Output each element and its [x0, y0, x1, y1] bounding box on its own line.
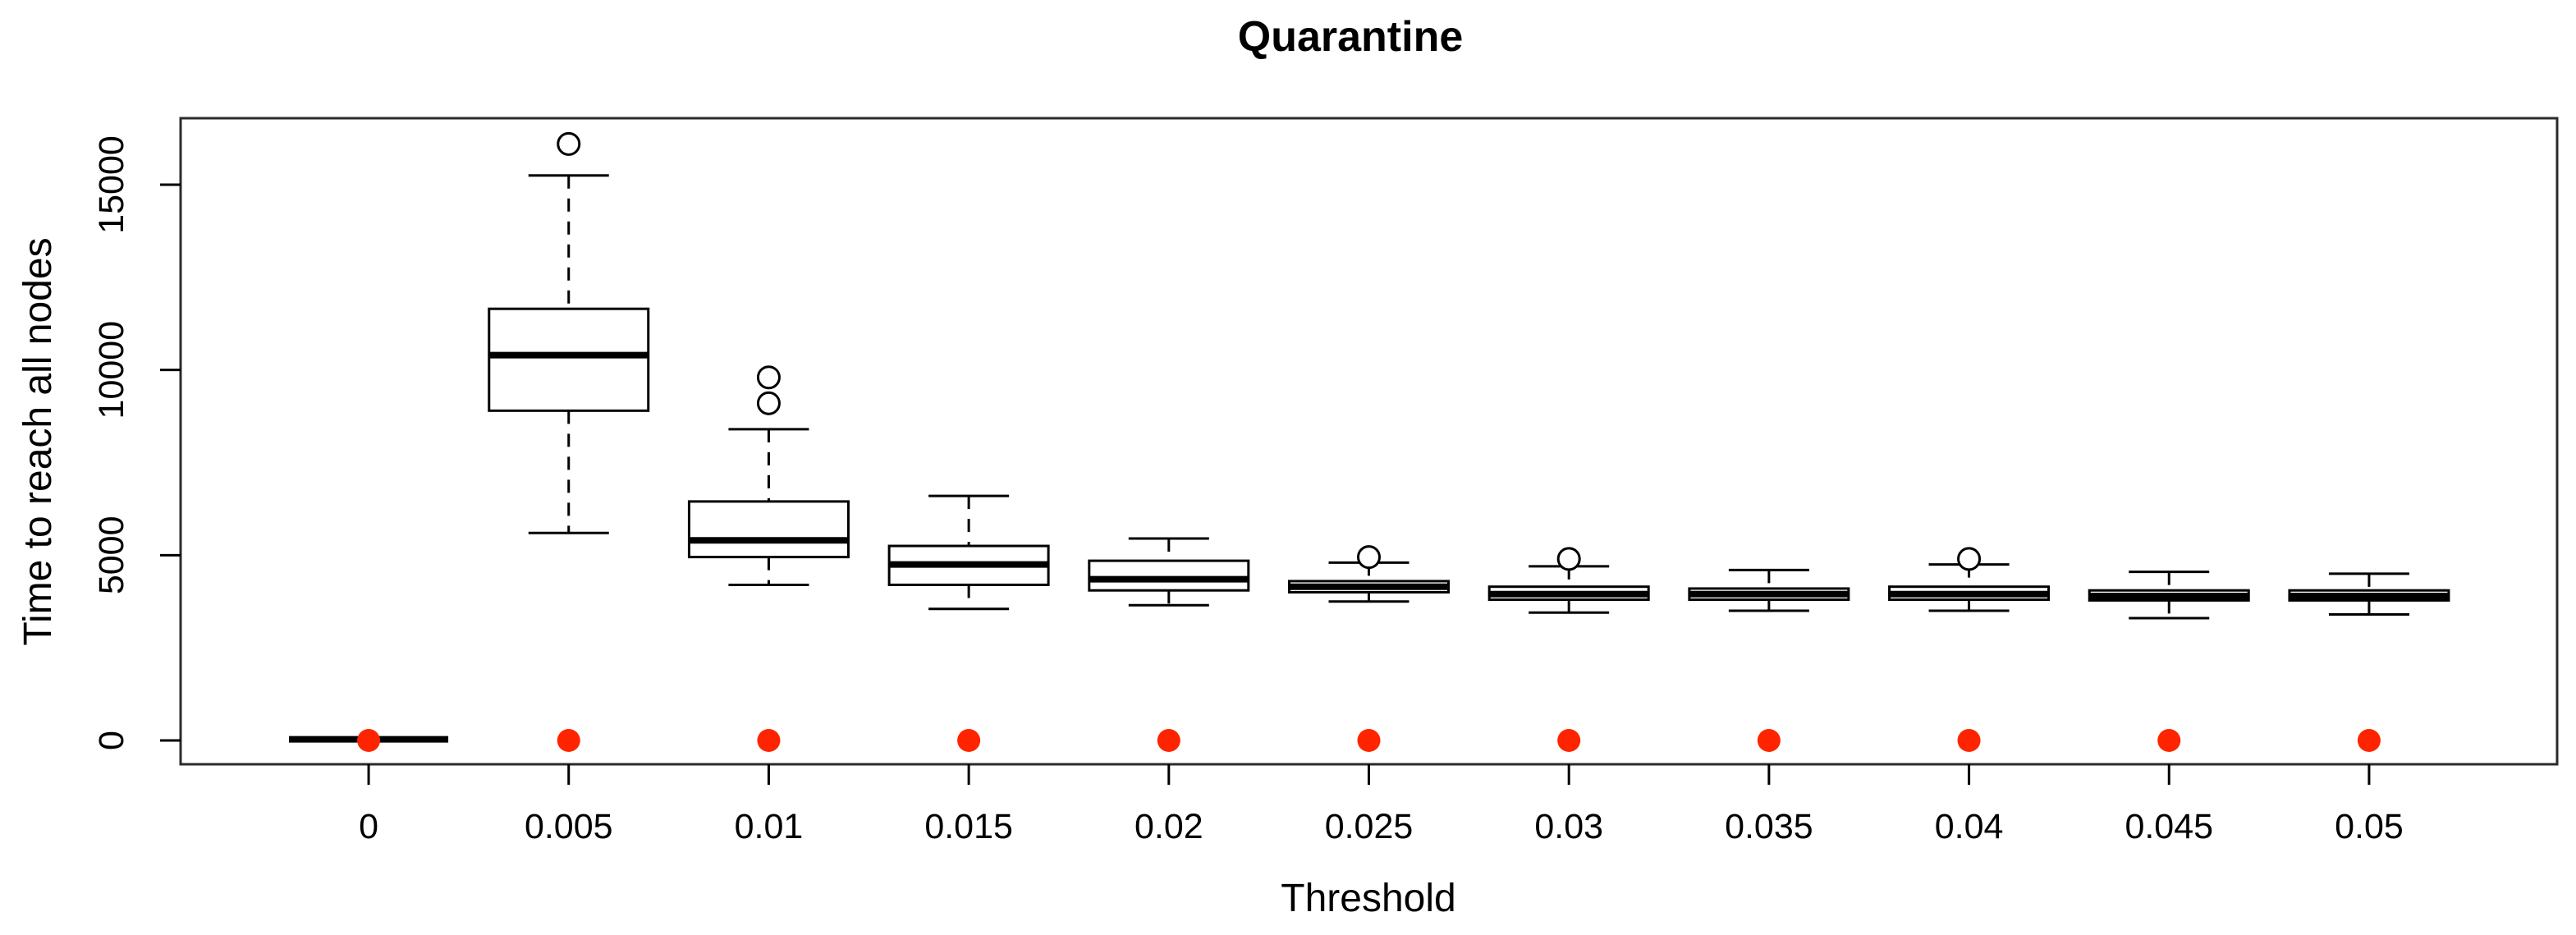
outlier-point	[756, 391, 781, 415]
red-zero-point	[2357, 729, 2381, 752]
red-zero-point	[2157, 729, 2181, 752]
x-axis-tick-label: 0.05	[2335, 807, 2404, 846]
chart-title: Quarantine	[1238, 13, 1464, 61]
y-axis-tick-label: 5000	[92, 516, 131, 594]
red-zero-point	[1557, 729, 1581, 752]
x-axis-tick-label: 0	[359, 807, 378, 846]
x-axis-tick-label: 0.005	[525, 807, 613, 846]
outlier-point	[1957, 547, 1982, 571]
outlier-point	[557, 131, 581, 156]
red-zero-point	[357, 729, 381, 752]
x-axis-tick-label: 0.045	[2125, 807, 2213, 846]
x-axis-tick-label: 0.025	[1325, 807, 1414, 846]
x-axis-title: Threshold	[1281, 877, 1455, 920]
red-zero-point	[1157, 729, 1180, 752]
plot-frame	[179, 117, 2559, 766]
iqr-box	[1088, 559, 1250, 592]
x-axis-tick-label: 0.015	[924, 807, 1013, 846]
red-zero-point	[1357, 729, 1381, 752]
y-axis-title: Time to reach all nodes	[16, 237, 60, 645]
red-zero-point	[757, 729, 781, 752]
x-axis-tick-label: 0.03	[1534, 807, 1603, 846]
red-zero-point	[557, 729, 580, 752]
x-axis-tick-label: 0.035	[1725, 807, 1813, 846]
outlier-point	[756, 365, 781, 390]
red-zero-point	[1957, 729, 1981, 752]
red-zero-point	[957, 729, 981, 752]
x-axis-tick-label: 0.02	[1134, 807, 1203, 846]
y-axis-tick-label: 10000	[92, 321, 131, 419]
plot-generated-layer: 0 5000 10000 15000 0 0.005 0.01 0.015 0.02 0.025 0…	[92, 117, 2559, 846]
y-axis-tick-label: 0	[92, 731, 131, 750]
x-axis-tick-label: 0.04	[1935, 807, 2004, 846]
outlier-point	[1556, 547, 1581, 571]
iqr-box	[687, 500, 850, 559]
iqr-box	[488, 307, 650, 412]
red-zero-point	[1757, 729, 1781, 752]
outlier-point	[1357, 545, 1381, 570]
y-axis-tick-label: 15000	[92, 135, 131, 234]
x-axis-tick-label: 0.01	[735, 807, 804, 846]
